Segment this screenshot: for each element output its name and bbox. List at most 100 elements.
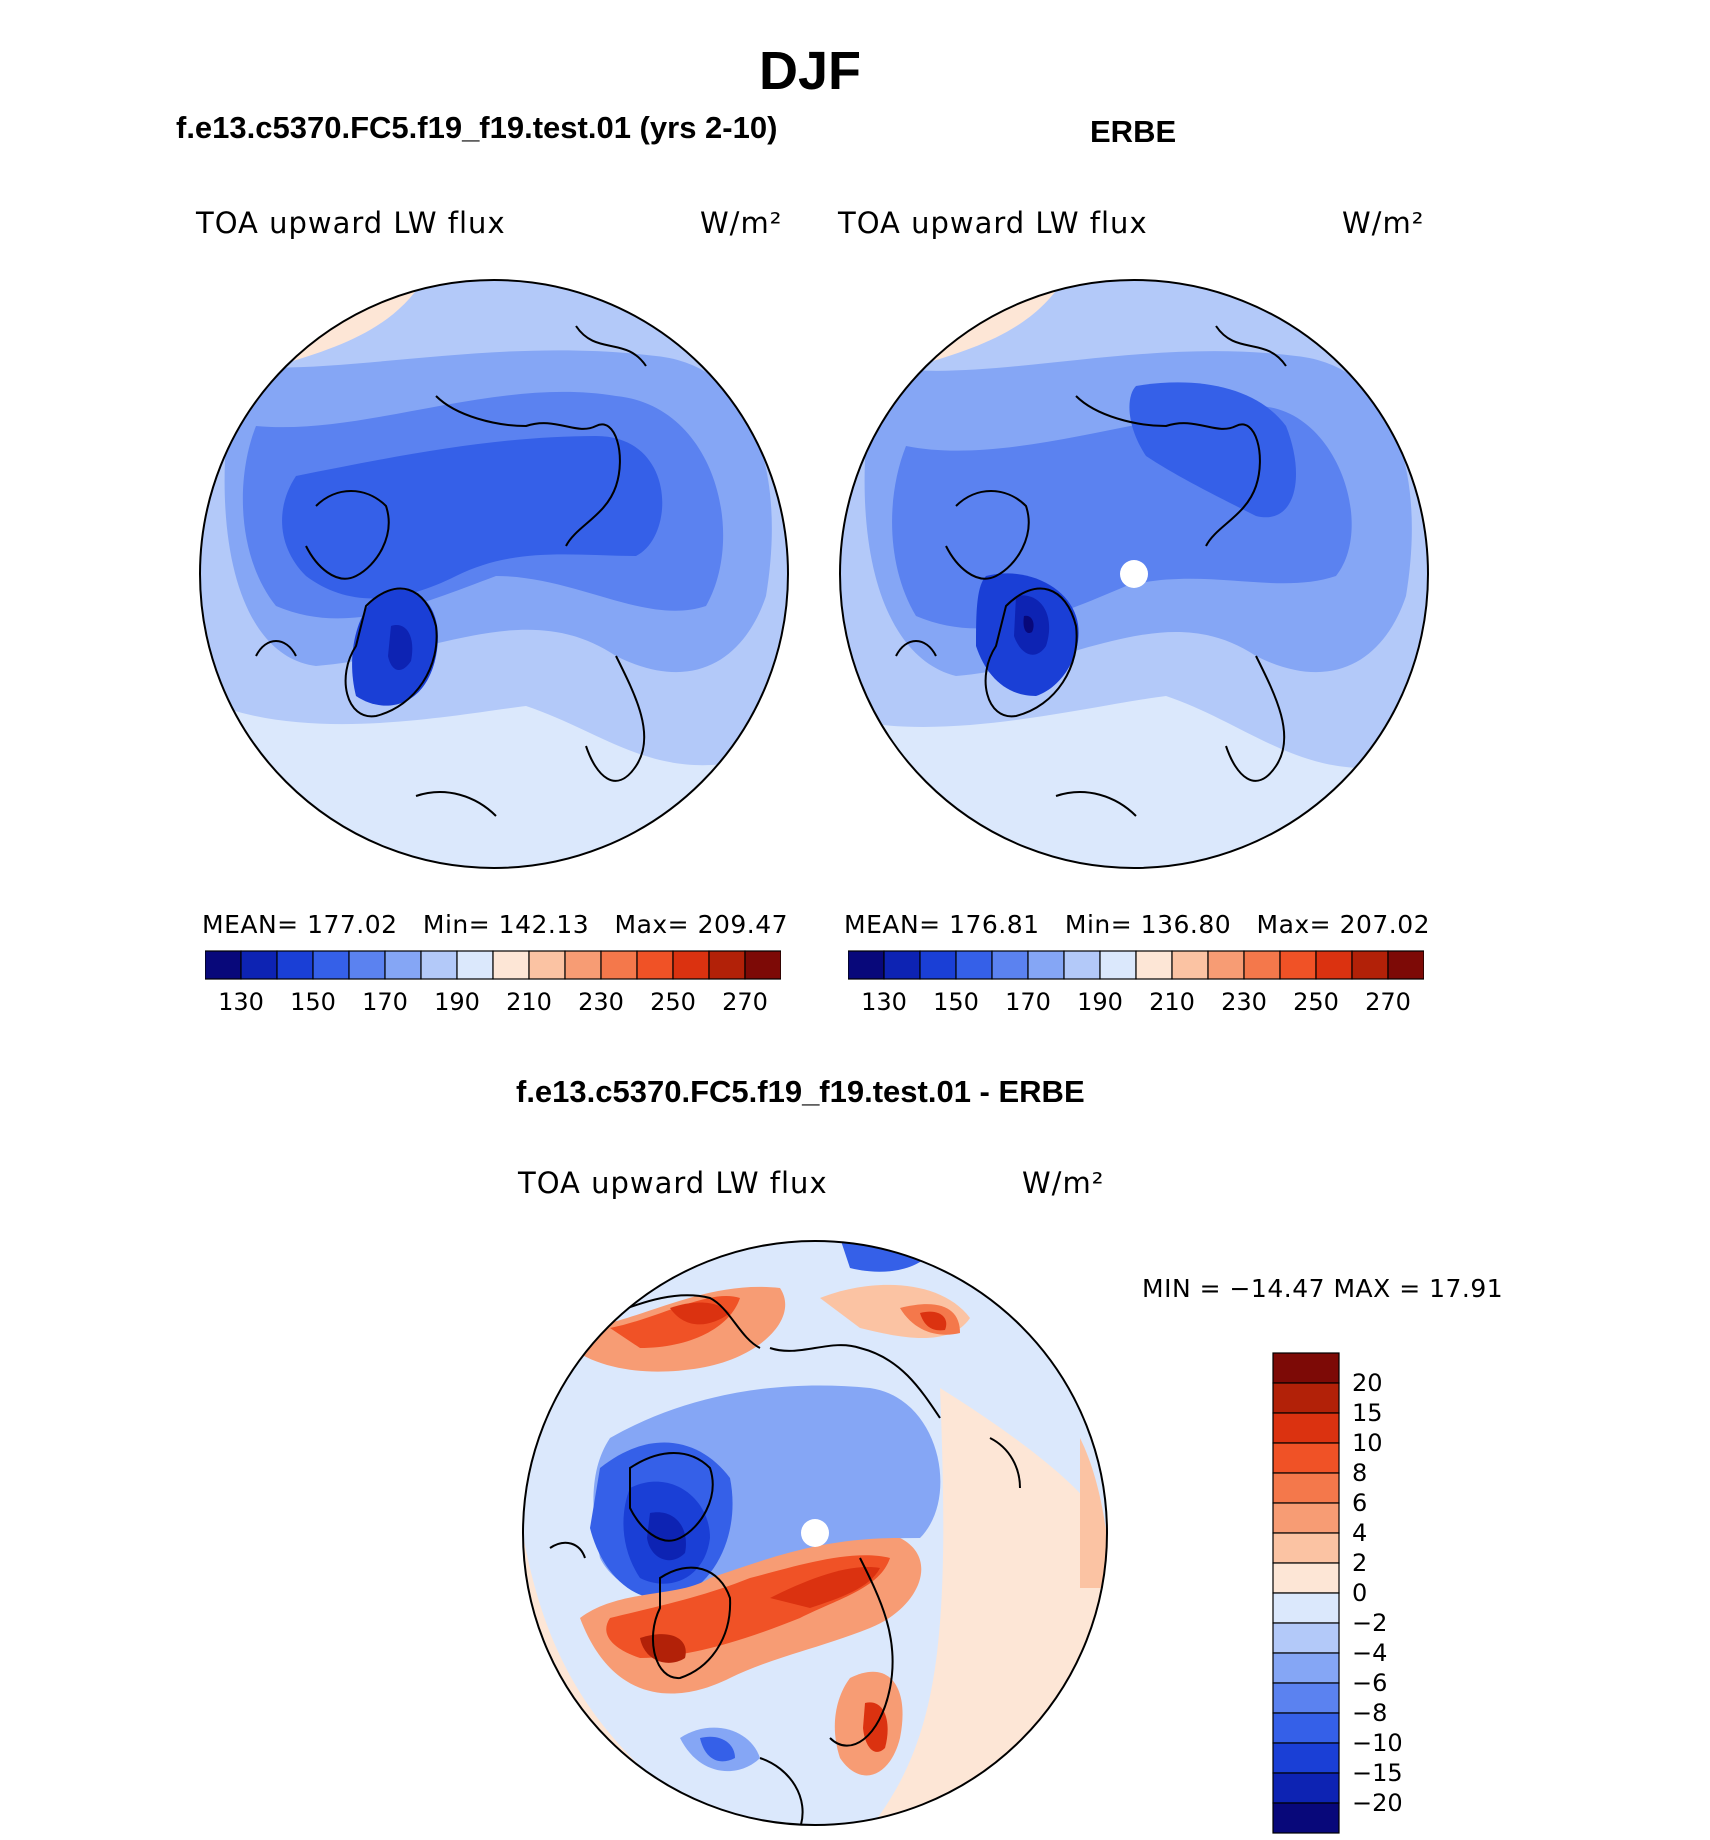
panel1-max-label: Max= [614, 910, 690, 939]
diff-colorbar-cell [1272, 1412, 1340, 1444]
panel1-colorbar-cell [456, 950, 494, 980]
panel1-colorbar: 130 150 170 190 210 230 250 270 [205, 950, 781, 1016]
panel2-polar-map [839, 279, 1429, 869]
diff-colorbar-cell [1272, 1532, 1340, 1564]
panel1-colorbar-tick-label: 170 [362, 988, 408, 1016]
panel2-stats: MEAN= 176.81 Min= 136.80 Max= 207.02 [844, 910, 1430, 939]
diff-colorbar-tick-label: 2 [1352, 1549, 1367, 1577]
diff-colorbar-tick-label: 6 [1352, 1489, 1367, 1517]
panel2-colorbar-cell [1207, 950, 1245, 980]
panel2-min-label: Min= [1064, 910, 1133, 939]
diff-units: W/m² [1022, 1166, 1105, 1200]
diff-variable-label: TOA upward LW flux [518, 1166, 828, 1200]
diff-colorbar-tick-label: −6 [1352, 1669, 1387, 1697]
panel2-colorbar-cell [1099, 950, 1137, 980]
panel1-units: W/m² [700, 206, 783, 240]
diff-colorbar-tick-label: −2 [1352, 1609, 1387, 1637]
diff-colorbar-cell [1272, 1442, 1340, 1474]
panel1-colorbar-cell [384, 950, 422, 980]
panel2-colorbar-cell [1279, 950, 1317, 980]
panel1-colorbar-tick-label: 190 [434, 988, 480, 1016]
panel2-mean: 176.81 [949, 910, 1040, 939]
panel1-colorbar-cell [312, 950, 350, 980]
diff-colorbar-cell [1272, 1712, 1340, 1744]
diff-colorbar-tick-label: −15 [1352, 1759, 1403, 1787]
diff-colorbar-tick-label: 8 [1352, 1459, 1367, 1487]
panel2-colorbar-tick-label: 190 [1077, 988, 1123, 1016]
panel2-colorbar-tick-label: 250 [1293, 988, 1339, 1016]
panel1-colorbar-cell [744, 950, 781, 980]
panel2-min: 136.80 [1140, 910, 1232, 939]
panel1-mean: 177.02 [307, 910, 398, 939]
panel2-colorbar-tick-label: 230 [1221, 988, 1267, 1016]
panel2-colorbar-cell [1135, 950, 1173, 980]
panel2-title: ERBE [1090, 114, 1177, 149]
diff-colorbar-tick-label: 15 [1352, 1399, 1383, 1427]
panel2-colorbar-cell [1315, 950, 1353, 980]
panel1-colorbar-cell [420, 950, 458, 980]
panel1-colorbar-cell [205, 950, 242, 980]
panel1-title: f.e13.c5370.FC5.f19_f19.test.01 (yrs 2-1… [176, 110, 778, 145]
panel1-colorbar-cell [600, 950, 638, 980]
diff-colorbar-cell [1272, 1742, 1340, 1774]
panel2-max-label: Max= [1256, 910, 1332, 939]
diff-colorbar-cell [1272, 1682, 1340, 1714]
diff-colorbar-cell [1272, 1472, 1340, 1504]
diff-colorbar-tick-label: 10 [1352, 1429, 1383, 1457]
diff-colorbar-cell [1272, 1382, 1340, 1414]
panel2-colorbar: 130 150 170 190 210 230 250 270 [848, 950, 1424, 1016]
panel2-colorbar-tick-label: 150 [933, 988, 979, 1016]
panel1-stats: MEAN= 177.02 Min= 142.13 Max= 209.47 [202, 910, 788, 939]
panel2-colorbar-tick-label: 210 [1149, 988, 1195, 1016]
panel1-colorbar-cell [240, 950, 278, 980]
panel1-colorbar-tick-label: 150 [290, 988, 336, 1016]
panel2-colorbar-cell [1171, 950, 1209, 980]
panel1-min: 142.13 [498, 910, 590, 939]
diff-colorbar-cell [1272, 1772, 1340, 1804]
panel2-colorbar-tick-label: 270 [1365, 988, 1411, 1016]
diff-polar-map [522, 1240, 1108, 1826]
panel1-colorbar-cell [348, 950, 386, 980]
diff-colorbar-tick-label: −10 [1352, 1729, 1403, 1757]
diff-colorbar-cell [1272, 1562, 1340, 1594]
diff-colorbar-tick-label: −4 [1352, 1639, 1387, 1667]
panel2-colorbar-tick-label: 130 [861, 988, 907, 1016]
panel2-colorbar-cell [883, 950, 921, 980]
panel1-colorbar-tick-label: 130 [218, 988, 264, 1016]
panel2-colorbar-cell [1387, 950, 1424, 980]
panel2-colorbar-cell [991, 950, 1029, 980]
panel2-colorbar-cell [1027, 950, 1065, 980]
figure-title: DJF [758, 41, 861, 101]
panel1-colorbar-cell [708, 950, 746, 980]
panel1-variable-label: TOA upward LW flux [196, 206, 506, 240]
panel1-colorbar-tick-label: 210 [506, 988, 552, 1016]
diff-colorbar-tick-label: 4 [1352, 1519, 1367, 1547]
panel1-colorbar-cell [528, 950, 566, 980]
panel2-colorbar-cell [1243, 950, 1281, 980]
panel1-colorbar-tick-label: 270 [722, 988, 768, 1016]
panel1-colorbar-cell [276, 950, 314, 980]
panel1-colorbar-cell [492, 950, 530, 980]
diff-colorbar-tick-label: 20 [1352, 1369, 1383, 1397]
panel2-max: 207.02 [1339, 910, 1431, 939]
diff-colorbar-cell [1272, 1502, 1340, 1534]
diff-minmax: MIN = −14.47 MAX = 17.91 [1142, 1274, 1504, 1303]
panel1-mean-label: MEAN= [202, 910, 299, 939]
panel2-variable-label: TOA upward LW flux [838, 206, 1148, 240]
panel2-units: W/m² [1342, 206, 1425, 240]
panel2-colorbar-cell [1351, 950, 1389, 980]
panel1-polar-map [199, 279, 789, 869]
panel2-colorbar-cell [1063, 950, 1101, 980]
pole-mask [1120, 560, 1148, 588]
panel2-colorbar-cell [848, 950, 885, 980]
panel1-colorbar-cell [672, 950, 710, 980]
panel1-max: 209.47 [697, 910, 789, 939]
panel1-colorbar-cell [564, 950, 602, 980]
panel1-colorbar-cell [636, 950, 674, 980]
diff-colorbar-cell [1272, 1352, 1340, 1384]
diff-colorbar-tick-label: −8 [1352, 1699, 1387, 1727]
panel2-mean-label: MEAN= [844, 910, 941, 939]
diff-colorbar-cell [1272, 1622, 1340, 1654]
panel1-colorbar-tick-label: 230 [578, 988, 624, 1016]
